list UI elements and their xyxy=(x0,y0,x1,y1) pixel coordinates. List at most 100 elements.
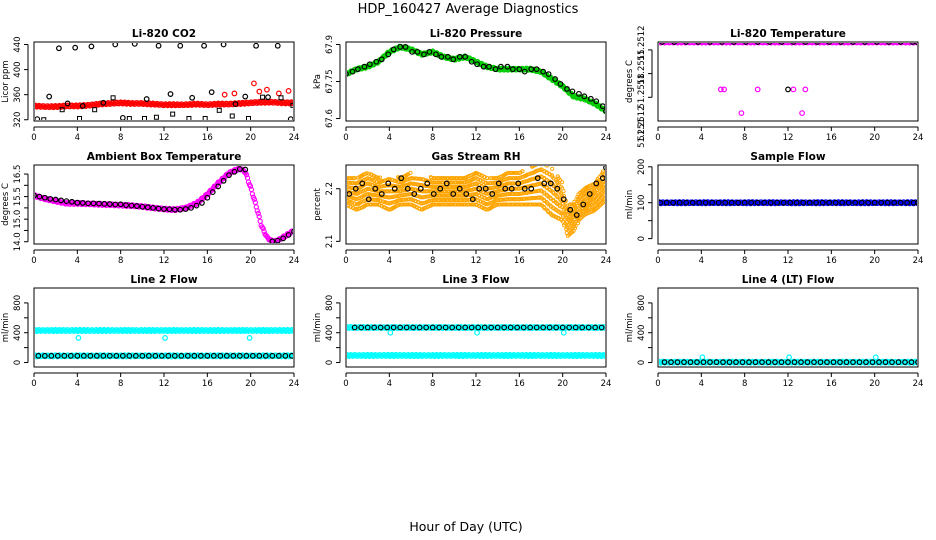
data-point xyxy=(189,94,196,101)
data-point xyxy=(814,43,820,45)
x-tick-label: 0 xyxy=(31,133,36,143)
data-point xyxy=(790,43,797,45)
data-point xyxy=(101,200,108,207)
data-point xyxy=(481,324,488,331)
data-point xyxy=(515,180,522,187)
data-point xyxy=(552,76,558,82)
data-point xyxy=(377,324,384,331)
x-tick-label: 8 xyxy=(742,256,747,266)
dense-point xyxy=(901,43,906,44)
data-square xyxy=(186,115,192,120)
data-point xyxy=(275,90,282,97)
data-point xyxy=(100,99,107,106)
data-point xyxy=(516,66,523,73)
data-point xyxy=(56,45,62,52)
x-tick-label: 24 xyxy=(601,133,612,143)
data-point xyxy=(217,352,224,359)
data-point xyxy=(378,56,385,63)
dense-point xyxy=(690,43,695,45)
data-point xyxy=(683,43,689,45)
dense-point xyxy=(727,43,733,46)
data-point xyxy=(882,359,889,366)
data-point xyxy=(798,359,804,366)
x-axis: 0 4 8 12 16 20 24 xyxy=(343,126,612,143)
dense-point xyxy=(251,196,257,202)
plot-frame xyxy=(33,41,295,122)
data-point xyxy=(421,51,427,58)
data-point xyxy=(863,359,869,366)
data-point xyxy=(409,48,415,55)
data-point xyxy=(242,93,249,100)
dense-point xyxy=(722,43,728,45)
y-tick-label: 51.2512 xyxy=(637,105,647,140)
dense-point xyxy=(664,43,669,44)
x-tick-label: 4 xyxy=(387,256,392,266)
band-point xyxy=(547,172,552,177)
dense-point xyxy=(715,43,722,46)
x-tick-label: 8 xyxy=(430,379,435,389)
dense-point xyxy=(881,43,886,44)
data-point xyxy=(232,101,239,107)
data-point xyxy=(897,199,904,206)
data-point xyxy=(731,43,737,45)
dense-point xyxy=(677,43,682,44)
data-point xyxy=(528,185,535,192)
panel-title: Li-820 CO2 xyxy=(132,28,196,40)
plot-area xyxy=(659,43,917,116)
dense-point xyxy=(870,43,877,46)
dense-point xyxy=(667,43,673,46)
data-point xyxy=(581,93,588,100)
dense-point xyxy=(840,43,846,45)
data-point xyxy=(533,324,540,331)
data-point xyxy=(199,200,205,206)
data-point xyxy=(839,199,846,206)
data-point xyxy=(450,56,457,63)
dense-point xyxy=(660,43,665,44)
data-point xyxy=(862,43,868,45)
x-tick-label: 8 xyxy=(118,256,123,266)
data-point xyxy=(802,86,809,93)
dense-point xyxy=(842,43,848,45)
dense-point xyxy=(821,43,827,46)
band-point xyxy=(569,202,574,207)
series-line-continuous-low xyxy=(347,351,605,359)
dense-point xyxy=(896,43,901,44)
x-tick-label: 20 xyxy=(557,133,568,143)
data-point xyxy=(474,329,480,336)
dense-point xyxy=(702,43,708,45)
data-point xyxy=(58,197,64,204)
data-point xyxy=(119,114,126,120)
data-point xyxy=(739,359,746,366)
data-point xyxy=(41,352,48,359)
data-point xyxy=(790,86,797,93)
dense-point xyxy=(771,43,777,45)
x-tick-label: 20 xyxy=(869,133,880,143)
band-point xyxy=(418,176,424,182)
data-point xyxy=(874,43,880,45)
data-point xyxy=(722,199,729,206)
dense-point xyxy=(779,43,785,45)
data-point xyxy=(215,183,222,190)
data-point xyxy=(603,166,605,171)
data-point xyxy=(754,199,761,206)
x-tick-label: 4 xyxy=(75,133,80,143)
band-point xyxy=(540,161,543,164)
band-point xyxy=(575,221,580,226)
data-point xyxy=(69,198,75,205)
band-point xyxy=(545,166,550,168)
data-point xyxy=(785,359,791,366)
data-point xyxy=(580,201,587,208)
dense-point xyxy=(290,354,293,360)
data-point xyxy=(414,48,421,55)
band-point xyxy=(555,202,560,207)
data-point xyxy=(61,352,68,359)
plot-frame xyxy=(345,164,607,245)
data-point xyxy=(178,352,185,359)
data-square xyxy=(216,107,222,113)
data-point xyxy=(437,185,444,192)
data-point xyxy=(897,43,904,45)
data-square xyxy=(202,115,208,120)
dense-point xyxy=(711,43,718,46)
dense-point xyxy=(796,43,803,46)
